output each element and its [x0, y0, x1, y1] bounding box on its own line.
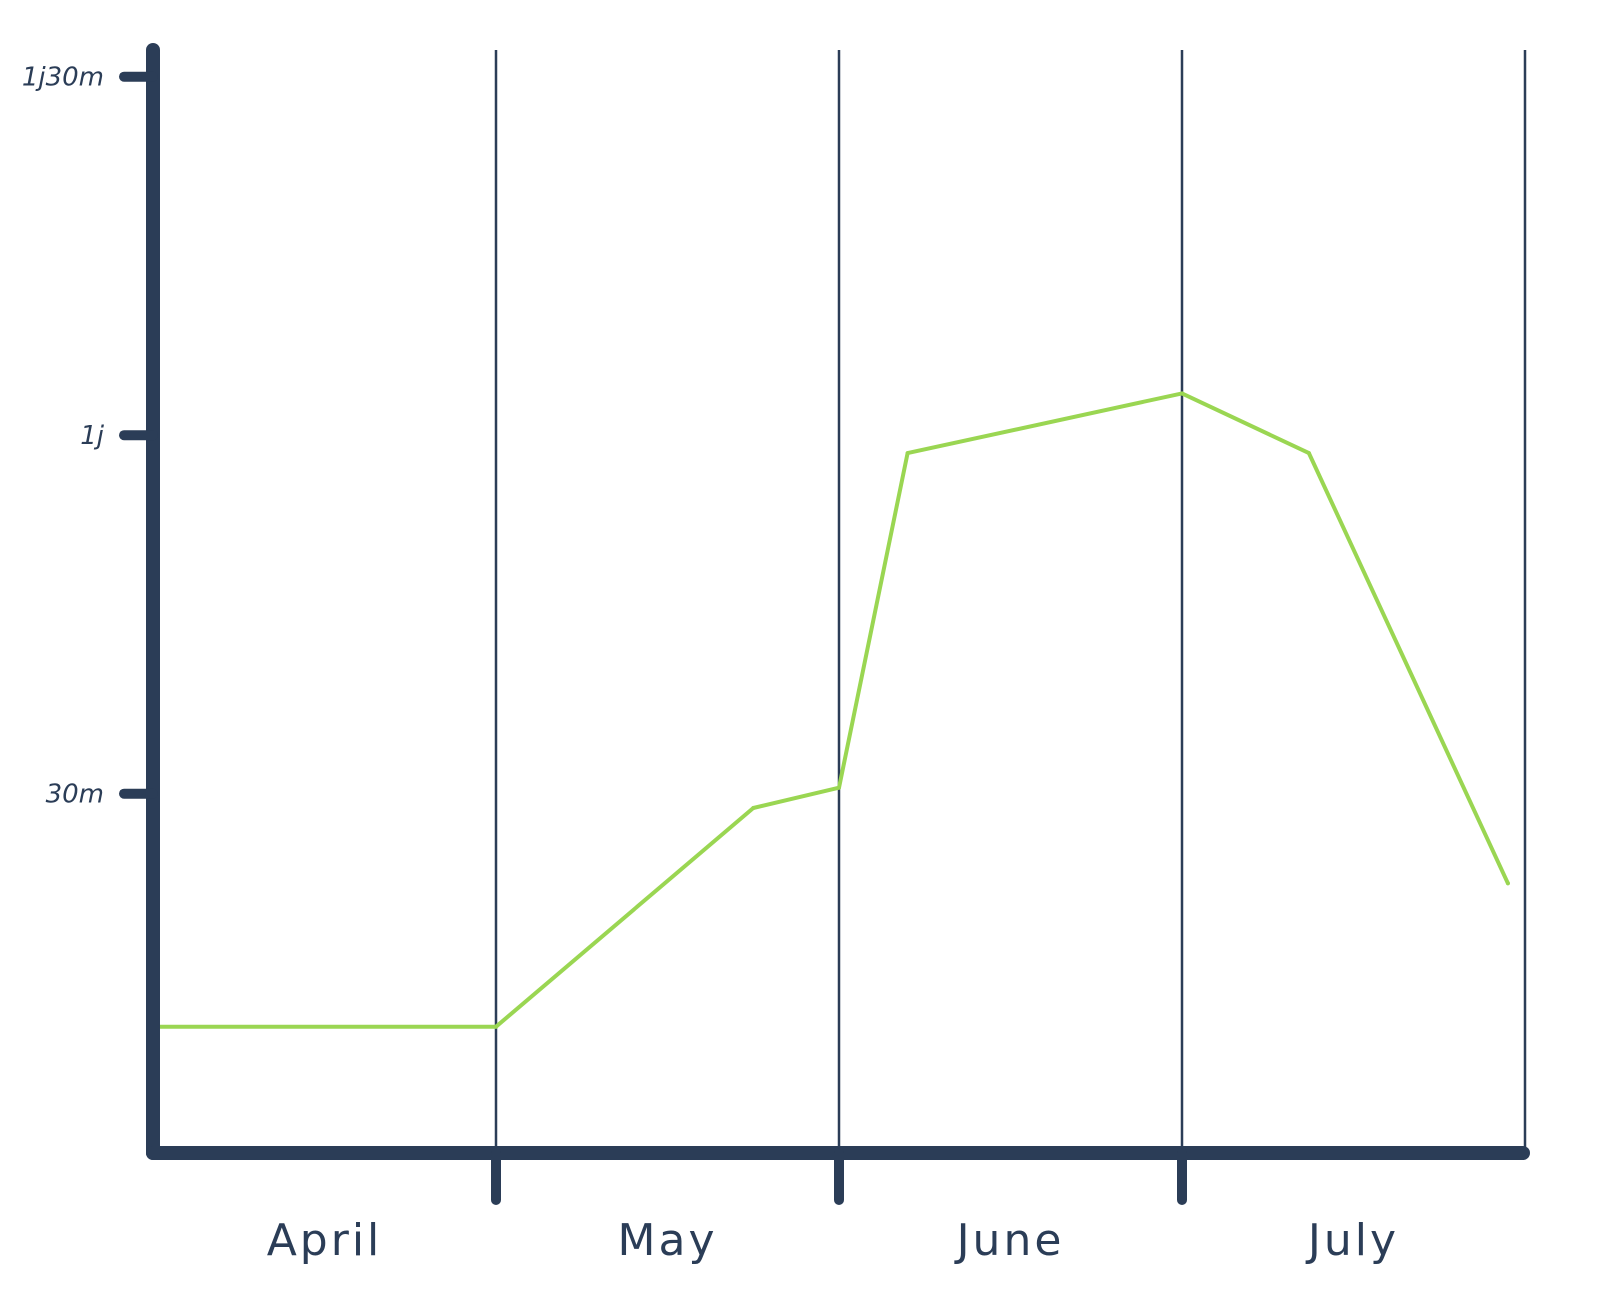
x-tick-label-april: April — [267, 1215, 383, 1266]
vertical-gridlines — [494, 50, 1527, 1153]
data-point-0-4 — [905, 451, 910, 456]
y-tick-label-2: 1j30m — [22, 63, 104, 93]
x-tick-label-july: July — [1305, 1215, 1399, 1266]
x-axis-ticks: April May June July — [267, 1148, 1399, 1266]
data-point-0-2 — [751, 806, 756, 810]
data-point-0-3 — [837, 785, 841, 790]
y-axis-ticks: 30m 1j 1j30m — [22, 63, 158, 810]
data-point-0-1 — [494, 1024, 498, 1029]
x-tick-label-may: May — [618, 1215, 718, 1266]
data-point-0-7 — [1505, 881, 1510, 886]
data-point-0-6 — [1306, 451, 1311, 456]
y-tick-label-1: 1j — [80, 421, 105, 451]
y-tick-label-0: 30m — [46, 780, 104, 810]
series-layer — [151, 391, 1510, 1029]
data-point-0-5 — [1180, 391, 1184, 396]
series-line-0 — [151, 391, 1510, 1029]
x-tick-label-june: June — [954, 1215, 1065, 1266]
